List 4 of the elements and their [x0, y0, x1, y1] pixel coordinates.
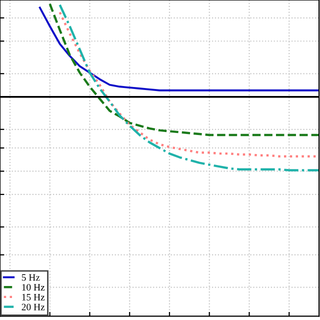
legend-label: 5 Hz	[22, 274, 40, 281]
legend-label: 10 Hz	[22, 284, 45, 291]
legend-label: 20 Hz	[22, 304, 45, 310]
legend-label: 15 Hz	[22, 294, 45, 300]
